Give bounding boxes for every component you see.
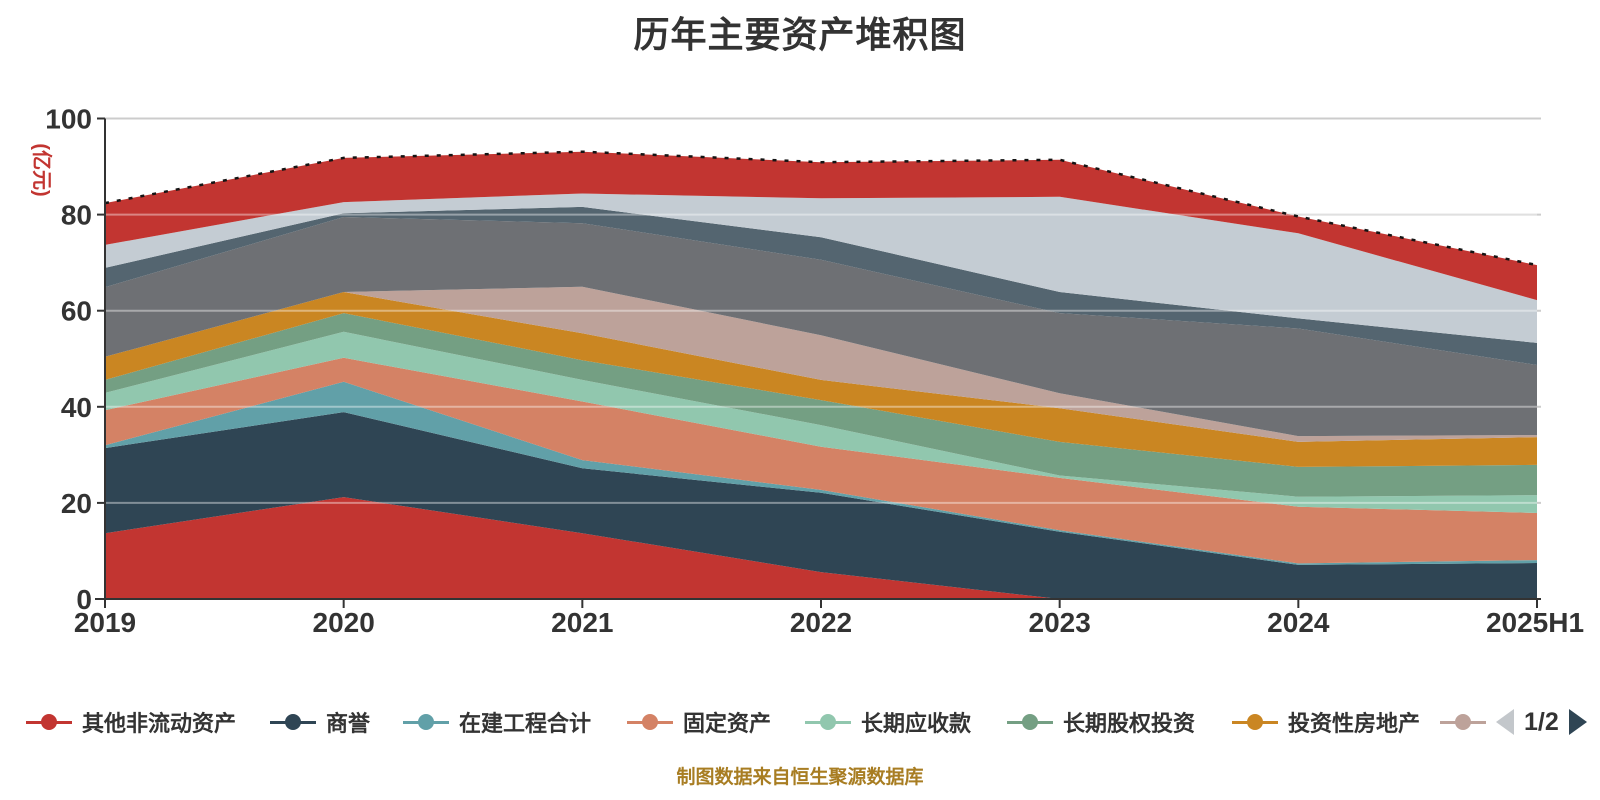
y-tick-label-40: 40 <box>61 392 92 423</box>
legend-dot-icon <box>1022 714 1038 730</box>
legend-dot-icon <box>41 714 57 730</box>
area-series-其他非流动资产 <box>105 497 1537 599</box>
legend-label: 商誉 <box>326 711 371 736</box>
legend-item-在建工程合计[interactable]: 在建工程合计 <box>403 700 591 744</box>
legend-label: 投资性房地产 <box>1288 711 1421 736</box>
area-series-长期应收款 <box>105 331 1537 513</box>
legend-dot-icon <box>1247 714 1263 730</box>
area-series-unlabeled-8 <box>105 286 1537 442</box>
stacked-area-chart: 0 20 40 60 80 100 2019 2020 2021 2022 2023 2024 2025… <box>45 104 1584 639</box>
legend-item-固定资产[interactable]: 固定资产 <box>627 700 771 744</box>
legend-label: 在建工程合计 <box>459 711 592 736</box>
legend: 1/2 其他非流动资产 商誉 在建工程合计 固定资产 长期应收款 长期股权投资 投资性房地产 <box>0 700 1600 746</box>
legend-page-indicator: 1/2 <box>1524 707 1559 736</box>
area-series-unlabeled-10 <box>105 206 1537 365</box>
chart-title: 历年主要资产堆积图 <box>633 14 967 55</box>
area-series-固定资产 <box>105 357 1537 564</box>
area-series-unlabeled-11 <box>105 193 1537 343</box>
area-series-投资性房地产 <box>105 292 1537 467</box>
legend-item-投资性房地产[interactable]: 投资性房地产 <box>1232 700 1420 744</box>
legend-item-unlabeled-8[interactable] <box>1440 700 1486 744</box>
legend-dot-icon <box>642 714 658 730</box>
legend-label: 长期股权投资 <box>1063 711 1196 736</box>
legend-marker-icon <box>403 710 449 734</box>
total-dashed-line <box>104 150 1538 267</box>
legend-marker-icon <box>1232 710 1278 734</box>
legend-item-其他非流动资产[interactable]: 其他非流动资产 <box>26 700 236 744</box>
x-tick-label-2025H1: 2025H1 <box>1486 607 1584 638</box>
legend-marker-icon <box>1440 710 1486 734</box>
y-tick-label-0: 0 <box>76 584 92 615</box>
legend-next-arrow-icon[interactable] <box>1568 709 1587 735</box>
x-tick-label-2020: 2020 <box>313 607 375 638</box>
area-series-商誉 <box>105 412 1537 599</box>
legend-dot-icon <box>1455 714 1471 730</box>
legend-marker-icon <box>1007 710 1053 734</box>
x-tick-label-2024: 2024 <box>1267 607 1330 638</box>
legend-marker-icon <box>627 710 673 734</box>
chart-footnote: 制图数据来自恒生聚源数据库 <box>676 767 924 788</box>
y-tick-label-80: 80 <box>61 200 92 231</box>
legend-item-长期股权投资[interactable]: 长期股权投资 <box>1007 700 1195 744</box>
legend-label: 其他非流动资产 <box>82 711 237 736</box>
legend-marker-icon <box>26 710 72 734</box>
x-tick-label-2022: 2022 <box>790 607 852 638</box>
legend-dot-icon <box>418 714 434 730</box>
legend-marker-icon <box>805 710 851 734</box>
legend-pager: 1/2 <box>1496 700 1587 744</box>
legend-label: 长期应收款 <box>861 711 972 736</box>
legend-prev-arrow-icon[interactable] <box>1496 709 1514 735</box>
y-tick-label-100: 100 <box>45 104 92 135</box>
area-series-长期股权投资 <box>105 313 1537 497</box>
legend-label: 固定资产 <box>683 711 772 736</box>
y-tick-label-60: 60 <box>61 296 92 327</box>
legend-dot-icon <box>820 714 836 730</box>
legend-marker-icon <box>270 710 316 734</box>
y-tick-label-20: 20 <box>61 488 92 519</box>
x-tick-label-2023: 2023 <box>1029 607 1091 638</box>
x-tick-label-2019: 2019 <box>74 607 136 638</box>
legend-item-长期应收款[interactable]: 长期应收款 <box>805 700 971 744</box>
legend-dot-icon <box>285 714 301 730</box>
area-series-在建工程合计 <box>105 381 1537 565</box>
area-series-unlabeled-9 <box>105 217 1537 437</box>
x-tick-label-2021: 2021 <box>551 607 613 638</box>
legend-item-商誉[interactable]: 商誉 <box>270 700 370 744</box>
